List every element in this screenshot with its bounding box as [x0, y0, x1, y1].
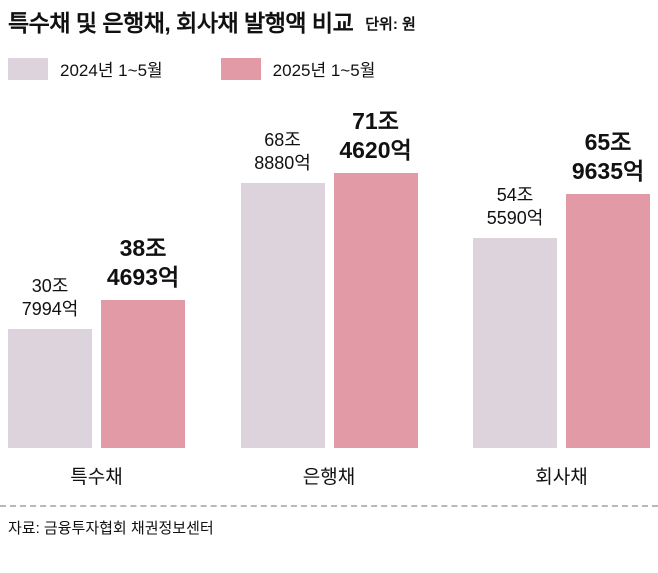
value-label-2025: 65조 9635억 — [571, 128, 645, 184]
category-label: 특수채 — [70, 467, 123, 489]
bar-2024 — [8, 329, 92, 449]
value-label-2024: 68조 8880억 — [254, 130, 311, 174]
legend-swatch-2025 — [220, 57, 261, 80]
legend-label-2024: 2024년 1~5월 — [60, 61, 163, 81]
bar-group-bank-bonds: 68조 8880억 71조 4620억 은행채 — [240, 107, 418, 490]
chart-header: 특수채 및 은행채, 회사채 발행액 비교 단위: 원 — [0, 0, 658, 36]
unit-note: 단위: 원 — [365, 16, 416, 34]
category-label: 은행채 — [302, 467, 356, 489]
bar-2025 — [333, 173, 418, 449]
legend-item-2025: 2025년 1~5월 — [220, 56, 376, 81]
value-label-2024: 54조 5590억 — [486, 185, 544, 229]
bar-group-special-bonds: 30조 7994억 38조 4693억 특수채 — [8, 234, 185, 490]
page-title: 특수채 및 은행채, 회사채 발행액 비교 — [8, 10, 354, 36]
legend-item-2024: 2024년 1~5월 — [8, 56, 163, 81]
value-label-2025: 71조 4620억 — [339, 107, 412, 163]
source-note: 자료: 금융투자협회 채권정보센터 — [8, 520, 214, 538]
legend-label-2025: 2025년 1~5월 — [272, 61, 376, 81]
value-label-2024: 30조 7994억 — [21, 276, 79, 320]
bar-2024 — [240, 183, 325, 449]
bar-2025 — [566, 194, 650, 449]
value-label-2025: 38조 4693억 — [106, 234, 180, 290]
legend-swatch-2024 — [8, 57, 48, 80]
bar-2024 — [473, 238, 557, 449]
divider — [0, 505, 658, 508]
bar-group-corporate-bonds: 54조 5590억 65조 9635억 회사채 — [473, 128, 650, 490]
legend: 2024년 1~5월 2025년 1~5월 — [8, 56, 650, 81]
bar-chart: 30조 7994억 38조 4693억 특수채 — [8, 99, 650, 489]
category-label: 회사채 — [535, 467, 588, 489]
bar-2025 — [101, 300, 185, 449]
